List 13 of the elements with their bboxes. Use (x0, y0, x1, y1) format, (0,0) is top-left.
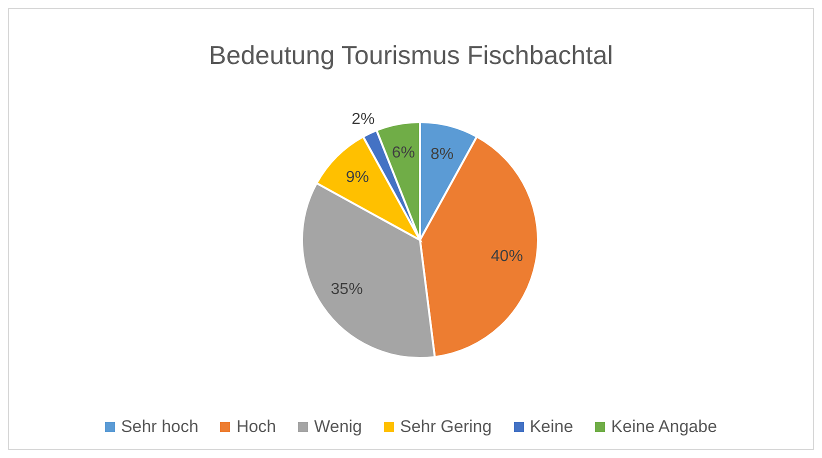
data-label: 9% (346, 168, 369, 186)
legend-label: Keine Angabe (611, 417, 718, 437)
data-label: 35% (330, 281, 363, 298)
legend-label: Sehr hoch (120, 417, 198, 437)
chart-title: Bedeutung Tourismus Fischbachtal (208, 40, 614, 70)
legend-label: Wenig (314, 417, 362, 437)
data-label: 8% (430, 146, 454, 163)
legend-label: Keine (530, 417, 574, 437)
data-label: 2% (352, 110, 375, 128)
data-label: 6% (392, 144, 415, 162)
legend-label: Sehr Gering (400, 417, 492, 437)
legend-label: Hoch (236, 417, 276, 437)
data-label: 40% (490, 248, 523, 266)
